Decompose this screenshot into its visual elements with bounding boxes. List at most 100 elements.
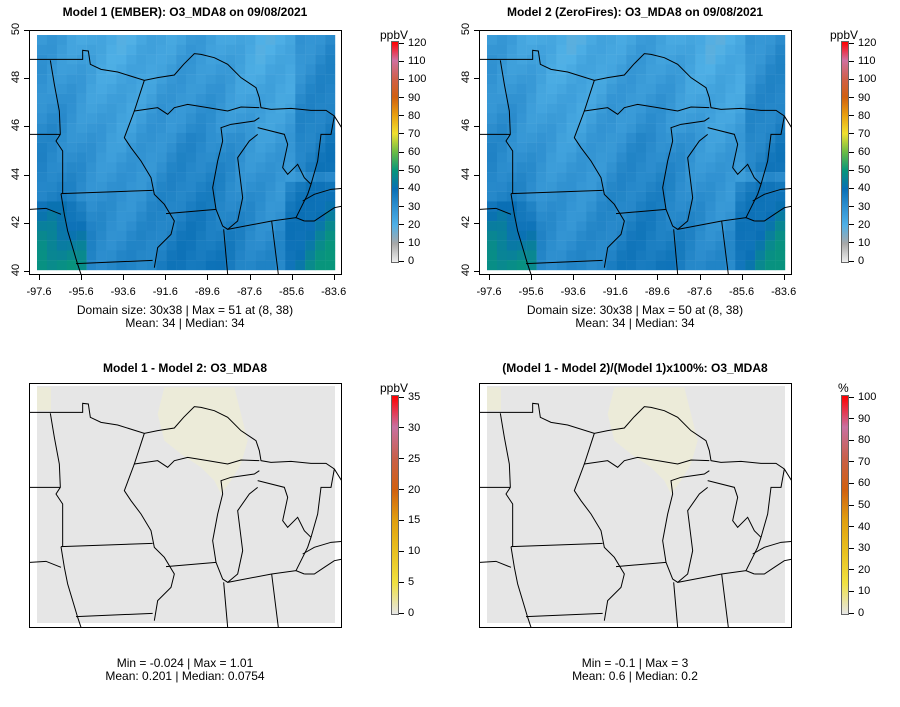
- grid-cell: [106, 35, 117, 45]
- grid-cell: [536, 201, 547, 212]
- grid-cell: [506, 44, 517, 55]
- grid-cell: [305, 93, 316, 104]
- grid-cell: [136, 181, 147, 192]
- y-tick-label: 50: [460, 22, 472, 36]
- grid-cell: [136, 191, 147, 202]
- x-tick-mark: [741, 275, 743, 280]
- grid-cell: [665, 201, 676, 212]
- grid-cell: [556, 162, 567, 173]
- x-tick-label: -95.6: [518, 286, 544, 298]
- grid-cell: [755, 74, 766, 85]
- grid-cell: [526, 113, 537, 124]
- x-tick-label: -95.6: [68, 286, 94, 298]
- grid-cell: [195, 162, 207, 173]
- grid-cell: [586, 64, 597, 75]
- grid-cell: [285, 132, 296, 143]
- grid-cell: [596, 260, 607, 271]
- grid-cell: [506, 113, 517, 124]
- grid-cell: [487, 191, 498, 202]
- grid-cell: [675, 240, 686, 251]
- grid-cell: [506, 83, 517, 94]
- grid-cell: [126, 64, 137, 75]
- grid-cell: [66, 201, 77, 212]
- grid-cell: [325, 123, 336, 134]
- grid-cell: [176, 132, 187, 143]
- grid-cell: [645, 191, 657, 202]
- grid-cell: [195, 211, 207, 222]
- grid-cell: [285, 162, 296, 173]
- grid-cell: [225, 93, 236, 104]
- grid-cell: [285, 152, 296, 163]
- grid-cell: [315, 211, 326, 222]
- grid-cell: [66, 191, 77, 202]
- grid-cell: [126, 44, 137, 55]
- grid-cell: [556, 103, 567, 114]
- grid-cell: [136, 123, 147, 134]
- grid-cell: [695, 123, 706, 134]
- grid-cell: [265, 64, 276, 75]
- grid-cell: [496, 181, 508, 192]
- grid-cell: [685, 191, 696, 202]
- grid-cell: [106, 191, 117, 202]
- grid-cell: [46, 74, 58, 85]
- grid-cell: [255, 35, 266, 45]
- grid-cell: [645, 152, 657, 163]
- grid-cell: [265, 123, 276, 134]
- grid-cell: [235, 54, 246, 65]
- grid-cell: [496, 83, 508, 94]
- grid-cell: [606, 211, 617, 222]
- grid-cell: [636, 250, 647, 261]
- x-tick-mark: [123, 275, 125, 280]
- grid-cell: [255, 142, 266, 153]
- grid-cell: [136, 54, 147, 65]
- grid-cell: [705, 230, 716, 241]
- grid-cell: [325, 132, 336, 143]
- grid-cell: [745, 260, 756, 271]
- grid-cell: [576, 64, 587, 75]
- grid-cell: [56, 74, 67, 85]
- grid-cell: [156, 103, 167, 114]
- grid-cell: [636, 44, 647, 55]
- grid-cell: [66, 64, 77, 75]
- grid-cell: [156, 250, 167, 261]
- grid-cell: [215, 201, 226, 212]
- grid-cell: [606, 113, 617, 124]
- grid-cell: [37, 172, 48, 183]
- grid-cell: [725, 83, 736, 94]
- grid-cell: [556, 221, 567, 232]
- grid-cell: [116, 201, 127, 212]
- grid-cell: [616, 83, 627, 94]
- grid-cell: [96, 240, 107, 251]
- grid-cell: [695, 221, 706, 232]
- grid-cell: [536, 113, 547, 124]
- colorbar-tick-label: 50: [849, 499, 870, 511]
- grid-cell: [275, 93, 286, 104]
- grid-cell: [275, 211, 286, 222]
- grid-cell: [775, 44, 786, 55]
- grid-cell: [176, 191, 187, 202]
- y-tick-label: 40: [10, 263, 22, 277]
- grid-cell: [96, 93, 107, 104]
- panel-title: Model 1 - Model 2: O3_MDA8: [102, 361, 268, 375]
- grid-cell: [516, 93, 527, 104]
- grid-cell: [576, 250, 587, 261]
- colorbar-tick-label: 15: [399, 514, 420, 526]
- grid-cell: [496, 250, 508, 261]
- grid-cell: [536, 142, 547, 153]
- grid-cell: [106, 250, 117, 261]
- grid-cell: [186, 191, 197, 202]
- grid-cell: [106, 64, 117, 75]
- grid-cell: [235, 230, 246, 241]
- x-tick-label: -97.6: [476, 286, 502, 298]
- grid-cell: [66, 221, 77, 232]
- grid-cell: [516, 162, 527, 173]
- grid-cell: [106, 172, 117, 183]
- grid-cell: [566, 35, 577, 45]
- grid-cell: [645, 240, 657, 251]
- grid-cell: [596, 221, 607, 232]
- grid-cell: [487, 35, 498, 45]
- grid-cell: [106, 230, 117, 241]
- grid-cell: [665, 172, 676, 183]
- y-tick-label: 46: [10, 119, 22, 132]
- grid-cell: [606, 123, 617, 134]
